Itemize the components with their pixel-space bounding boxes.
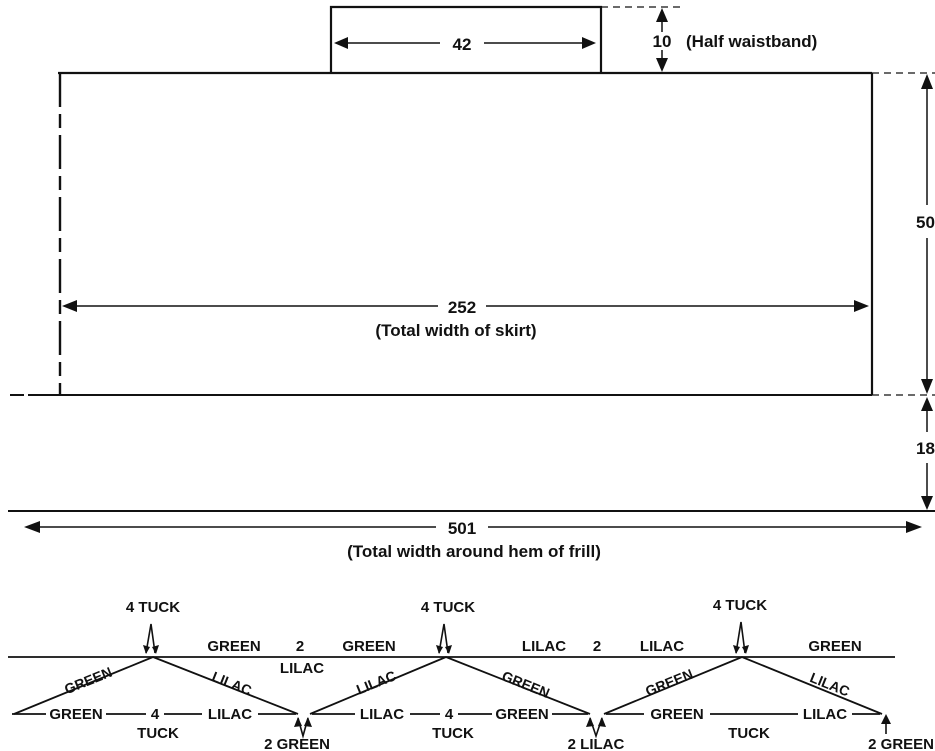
frill-height-value: 18 bbox=[916, 439, 935, 458]
upper-sub-label: LILAC bbox=[280, 660, 324, 677]
arrowhead-left bbox=[62, 300, 77, 312]
skirt-height-dimension: 50 bbox=[916, 74, 935, 394]
tuck-pattern: 4 TUCK 4 TUCK 4 TUCK GREEN 2 GREEN LILAC… bbox=[8, 597, 934, 751]
arrowhead-right bbox=[854, 300, 869, 312]
lower-row-label: GREEN bbox=[49, 706, 102, 723]
arrowhead-up bbox=[921, 74, 933, 89]
arrowhead-down bbox=[921, 379, 933, 394]
upper-row-label: 2 bbox=[593, 638, 601, 655]
lower-row-label: LILAC bbox=[208, 706, 252, 723]
lower-row-label: 4 bbox=[445, 706, 454, 723]
arrowhead-down bbox=[656, 58, 668, 72]
waistband-caption: (Half waistband) bbox=[686, 32, 817, 51]
lower-tuck-marks bbox=[294, 714, 891, 739]
lower-tuck-label: TUCK bbox=[137, 725, 179, 742]
arrowhead-right bbox=[582, 37, 596, 49]
skirt-width-caption: (Total width of skirt) bbox=[375, 321, 536, 340]
lower-tuck-label: TUCK bbox=[432, 725, 474, 742]
frill-width-dimension: 501 (Total width around hem of frill) bbox=[24, 519, 922, 561]
diagonal-label: LILAC bbox=[354, 667, 398, 697]
lower-tuck-label: TUCK bbox=[728, 725, 770, 742]
upper-tuck-marks bbox=[143, 621, 749, 654]
diagonal-label: GREEN bbox=[500, 668, 552, 701]
frill-width-value: 501 bbox=[448, 519, 476, 538]
lower-row-label: GREEN bbox=[495, 706, 548, 723]
lower-row-label: LILAC bbox=[803, 706, 847, 723]
skirt-height-value: 50 bbox=[916, 213, 935, 232]
frill-width-caption: (Total width around hem of frill) bbox=[347, 542, 601, 561]
bottom-colour-label: 2 GREEN bbox=[868, 736, 934, 751]
arrowhead-right bbox=[906, 521, 922, 533]
arrowhead-up bbox=[921, 397, 933, 411]
skirt-width-value: 252 bbox=[448, 298, 476, 317]
upper-row-label: LILAC bbox=[522, 638, 566, 655]
lower-row-label: 4 bbox=[151, 706, 160, 723]
waistband: 42 10 (Half waistband) bbox=[329, 5, 817, 73]
diagonal-label: LILAC bbox=[210, 668, 254, 698]
arrowhead-left bbox=[24, 521, 40, 533]
top-tuck-label: 4 TUCK bbox=[421, 599, 475, 616]
top-tuck-label: 4 TUCK bbox=[713, 597, 767, 614]
frill: 18 501 (Total width around hem of frill) bbox=[8, 397, 935, 561]
diagonal-label: GREEN bbox=[62, 664, 114, 697]
diagonal-label: GREEN bbox=[643, 666, 695, 699]
upper-row-label: 2 bbox=[296, 638, 304, 655]
waistband-width-dimension: 42 bbox=[334, 35, 596, 54]
waistband-height-dimension: 10 bbox=[653, 8, 672, 72]
upper-row-label: GREEN bbox=[342, 638, 395, 655]
waistband-height-value: 10 bbox=[653, 32, 672, 51]
arrowhead-left bbox=[334, 37, 348, 49]
upper-row-label: GREEN bbox=[808, 638, 861, 655]
skirt-width-dimension: 252 (Total width of skirt) bbox=[62, 298, 869, 340]
frill-height-dimension: 18 bbox=[916, 397, 935, 510]
waistband-width-value: 42 bbox=[453, 35, 472, 54]
bottom-colour-label: 2 GREEN bbox=[264, 736, 330, 751]
bottom-colour-label: 2 LILAC bbox=[568, 736, 625, 751]
arrowhead-up bbox=[656, 8, 668, 22]
upper-row-label: GREEN bbox=[207, 638, 260, 655]
lower-row-label: GREEN bbox=[650, 706, 703, 723]
zigzag-fold-lines bbox=[13, 656, 883, 715]
skirt-panel: 252 (Total width of skirt) 50 bbox=[10, 71, 935, 396]
diagonal-label: LILAC bbox=[808, 669, 852, 699]
waistband-outline bbox=[329, 5, 603, 73]
top-tuck-label: 4 TUCK bbox=[126, 599, 180, 616]
lower-row-label: LILAC bbox=[360, 706, 404, 723]
arrowhead-down bbox=[921, 496, 933, 510]
upper-row-label: LILAC bbox=[640, 638, 684, 655]
